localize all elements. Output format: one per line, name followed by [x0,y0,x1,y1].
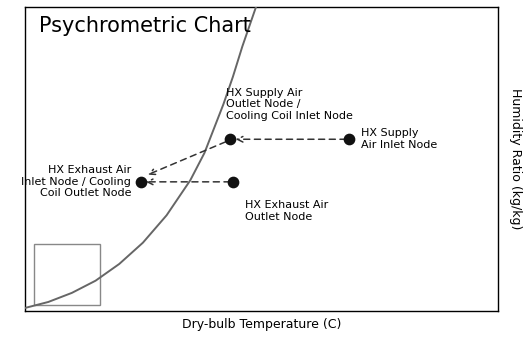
X-axis label: Dry-bulb Temperature (C): Dry-bulb Temperature (C) [181,318,341,331]
Point [229,179,237,185]
Point [344,137,353,142]
Point [136,179,145,185]
Text: HX Exhaust Air
Inlet Node / Cooling
Coil Outlet Node: HX Exhaust Air Inlet Node / Cooling Coil… [21,165,131,198]
Text: HX Supply Air
Outlet Node /
Cooling Coil Inlet Node: HX Supply Air Outlet Node / Cooling Coil… [226,88,353,121]
Text: Psychrometric Chart: Psychrometric Chart [39,16,251,36]
Text: HX Exhaust Air
Outlet Node: HX Exhaust Air Outlet Node [245,200,328,222]
Y-axis label: Humidity Ratio (kg/kg): Humidity Ratio (kg/kg) [509,88,522,230]
Text: HX Supply
Air Inlet Node: HX Supply Air Inlet Node [361,128,437,150]
Point [226,137,235,142]
Bar [34,244,101,305]
